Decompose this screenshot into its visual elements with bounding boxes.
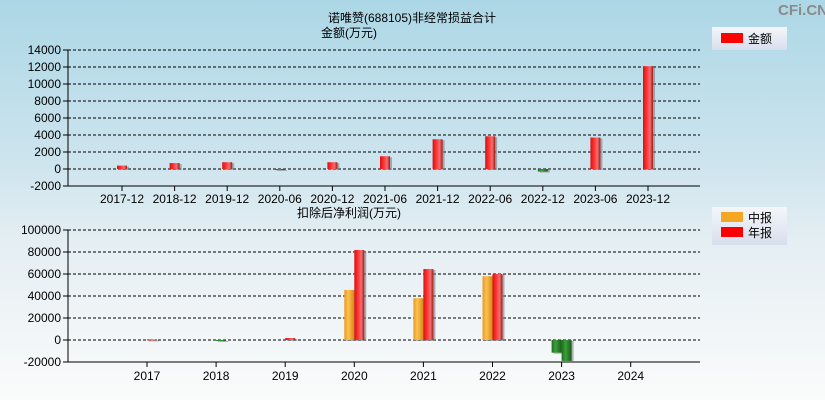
bar-年报-2023 [561, 340, 572, 361]
bar-年报-2022 [492, 274, 503, 340]
y-tick-label: 10000 [28, 77, 62, 91]
legend-swatch [721, 33, 743, 43]
legend-box [712, 27, 787, 50]
bar-中报-2020 [344, 289, 355, 340]
x-tick-label: 2020 [341, 369, 368, 383]
bar-金额-2019-12 [222, 162, 233, 169]
bar-金额-2022-12 [537, 169, 548, 172]
x-tick-label: 2020-06 [258, 192, 302, 206]
chart2-ylabel: 扣除后净利润(万元) [297, 205, 401, 220]
chart1-legend[interactable]: 金额 [712, 27, 787, 50]
bar-金额-2021-06 [380, 156, 390, 169]
y-tick-label: 12000 [28, 60, 62, 74]
bar-金额-2020-12 [327, 162, 338, 169]
chart1: -2000 0 2000 4000 6000 8000 10000 12000 14000 201… [28, 43, 700, 206]
bar-年报-2018 [216, 340, 227, 341]
y-tick-label: 8000 [34, 94, 61, 108]
x-tick-label: 2020-12 [310, 192, 354, 206]
legend-label-interim: 中报 [748, 210, 772, 225]
bar-年报-2019 [285, 338, 296, 340]
y-tick-label: 40000 [28, 289, 62, 303]
legend-swatch-interim [721, 212, 743, 222]
bar-年报-2021 [423, 269, 434, 340]
bar-金额-2017-12 [117, 165, 127, 169]
bar-金额-2023-06 [590, 137, 601, 169]
legend-label: 金额 [748, 31, 772, 46]
legend-swatch-annual [721, 227, 743, 237]
chart1-ylabel: 金额(万元) [321, 25, 377, 40]
x-tick-label: 2017 [134, 369, 161, 383]
bar-金额-2023-12 [643, 66, 653, 169]
bar-中报-2021 [413, 298, 424, 340]
x-tick-label: 2018 [203, 369, 230, 383]
x-tick-label: 2019-12 [205, 192, 249, 206]
y-tick-label: 100000 [21, 223, 61, 237]
chart2-legend[interactable]: 中报 年报 [712, 207, 787, 245]
x-tick-label: 2018-12 [153, 192, 197, 206]
x-tick-label: 2023 [548, 369, 575, 383]
bar-中报-2022 [482, 276, 493, 340]
x-tick-label: 2023-06 [573, 192, 617, 206]
bar-shadow [287, 339, 298, 341]
x-tick-label: 2019 [272, 369, 299, 383]
bar-shadow [218, 341, 229, 342]
x-tick-label: 2021-12 [416, 192, 460, 206]
bar-年报-2020 [354, 250, 365, 340]
x-tick-label: 2021-06 [363, 192, 407, 206]
bar-中报-2023 [551, 340, 562, 353]
y-tick-label: -2000 [30, 179, 61, 193]
x-tick-label: 2022-12 [521, 192, 565, 206]
x-tick-label: 2024 [617, 369, 644, 383]
bar-年报-2017 [147, 339, 157, 341]
chart2: -20000 0 20000 40000 60000 80000 100000 2017 201… [21, 223, 700, 383]
y-tick-label: 4000 [34, 128, 61, 142]
x-tick-label: 2022-06 [468, 192, 512, 206]
x-tick-label: 2017-12 [100, 192, 144, 206]
x-tick-label: 2023-12 [626, 192, 670, 206]
y-tick-label: 60000 [28, 267, 62, 281]
y-tick-label: 6000 [34, 111, 61, 125]
y-tick-label: 80000 [28, 245, 62, 259]
x-tick-label: 2021 [410, 369, 437, 383]
bar-金额-2018-12 [169, 163, 180, 169]
y-tick-label: 20000 [28, 311, 62, 325]
legend-label-annual: 年报 [748, 225, 772, 240]
bar-金额-2021-12 [432, 139, 443, 169]
y-tick-label: 0 [54, 162, 61, 176]
y-tick-label: 14000 [28, 43, 62, 57]
bar-金额-2020-06 [274, 169, 285, 170]
chart1-title: 诺唯赞(688105)非经常损益合计 [328, 10, 496, 25]
bar-shadow [149, 340, 159, 342]
bar-shadow [276, 170, 287, 171]
bar-金额-2022-06 [485, 136, 496, 169]
y-tick-label: 0 [54, 333, 61, 347]
y-tick-label: 2000 [34, 145, 61, 159]
watermark: CFi.CN [778, 2, 825, 19]
y-tick-label: -20000 [24, 355, 62, 369]
x-tick-label: 2022 [479, 369, 506, 383]
